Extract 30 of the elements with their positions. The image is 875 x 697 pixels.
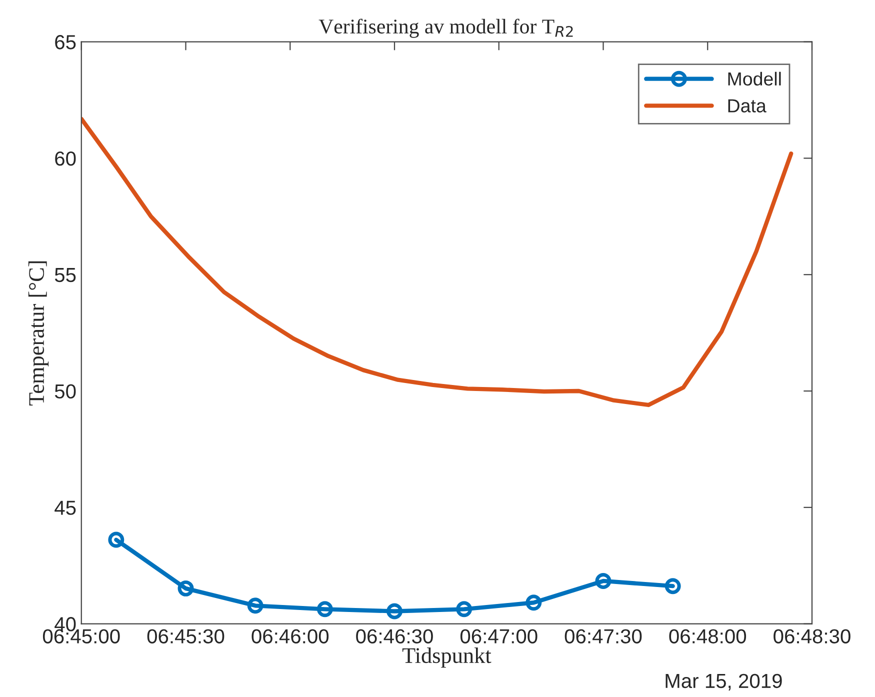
- y-tick-label: 40: [54, 617, 76, 632]
- x-tick-label: 06:48:00: [669, 629, 746, 644]
- point: [664, 578, 681, 594]
- x-tick-label: 06:46:30: [356, 629, 433, 644]
- x-tick-label: 06:45:00: [42, 629, 120, 644]
- x-tick-label: 06:48:30: [774, 629, 850, 644]
- point: [386, 603, 402, 620]
- legend-label: Data: [728, 99, 766, 112]
- point: [178, 580, 194, 596]
- x-tick-label: 06:47:00: [460, 629, 538, 644]
- legend-label: Modell: [728, 72, 781, 86]
- point: [595, 572, 612, 589]
- point: [456, 601, 472, 618]
- point: [108, 532, 124, 548]
- chart-title: Verifisering av modell for T$_{R2}$: [318, 18, 573, 38]
- y-axis-title: Temperatur [°C]: [28, 261, 49, 406]
- text: Mar 15, 2019: [666, 674, 782, 690]
- y-tick-label: 60: [55, 151, 76, 166]
- line-series: [81, 116, 794, 408]
- y-tick-label: 55: [54, 268, 76, 282]
- x-tick-label: 06:47:30: [564, 629, 642, 644]
- y-tick-label: 65: [55, 35, 76, 50]
- x-tick-label: 06:45:30: [147, 629, 224, 644]
- x-tick-label: 06:46:00: [252, 629, 329, 644]
- y-tick-label: 50: [54, 384, 76, 399]
- point: [526, 594, 542, 611]
- x-axis-title: Tidspunkt: [402, 647, 492, 668]
- point: [316, 601, 333, 618]
- y-tick-label: 45: [54, 500, 76, 515]
- point: [247, 598, 264, 614]
